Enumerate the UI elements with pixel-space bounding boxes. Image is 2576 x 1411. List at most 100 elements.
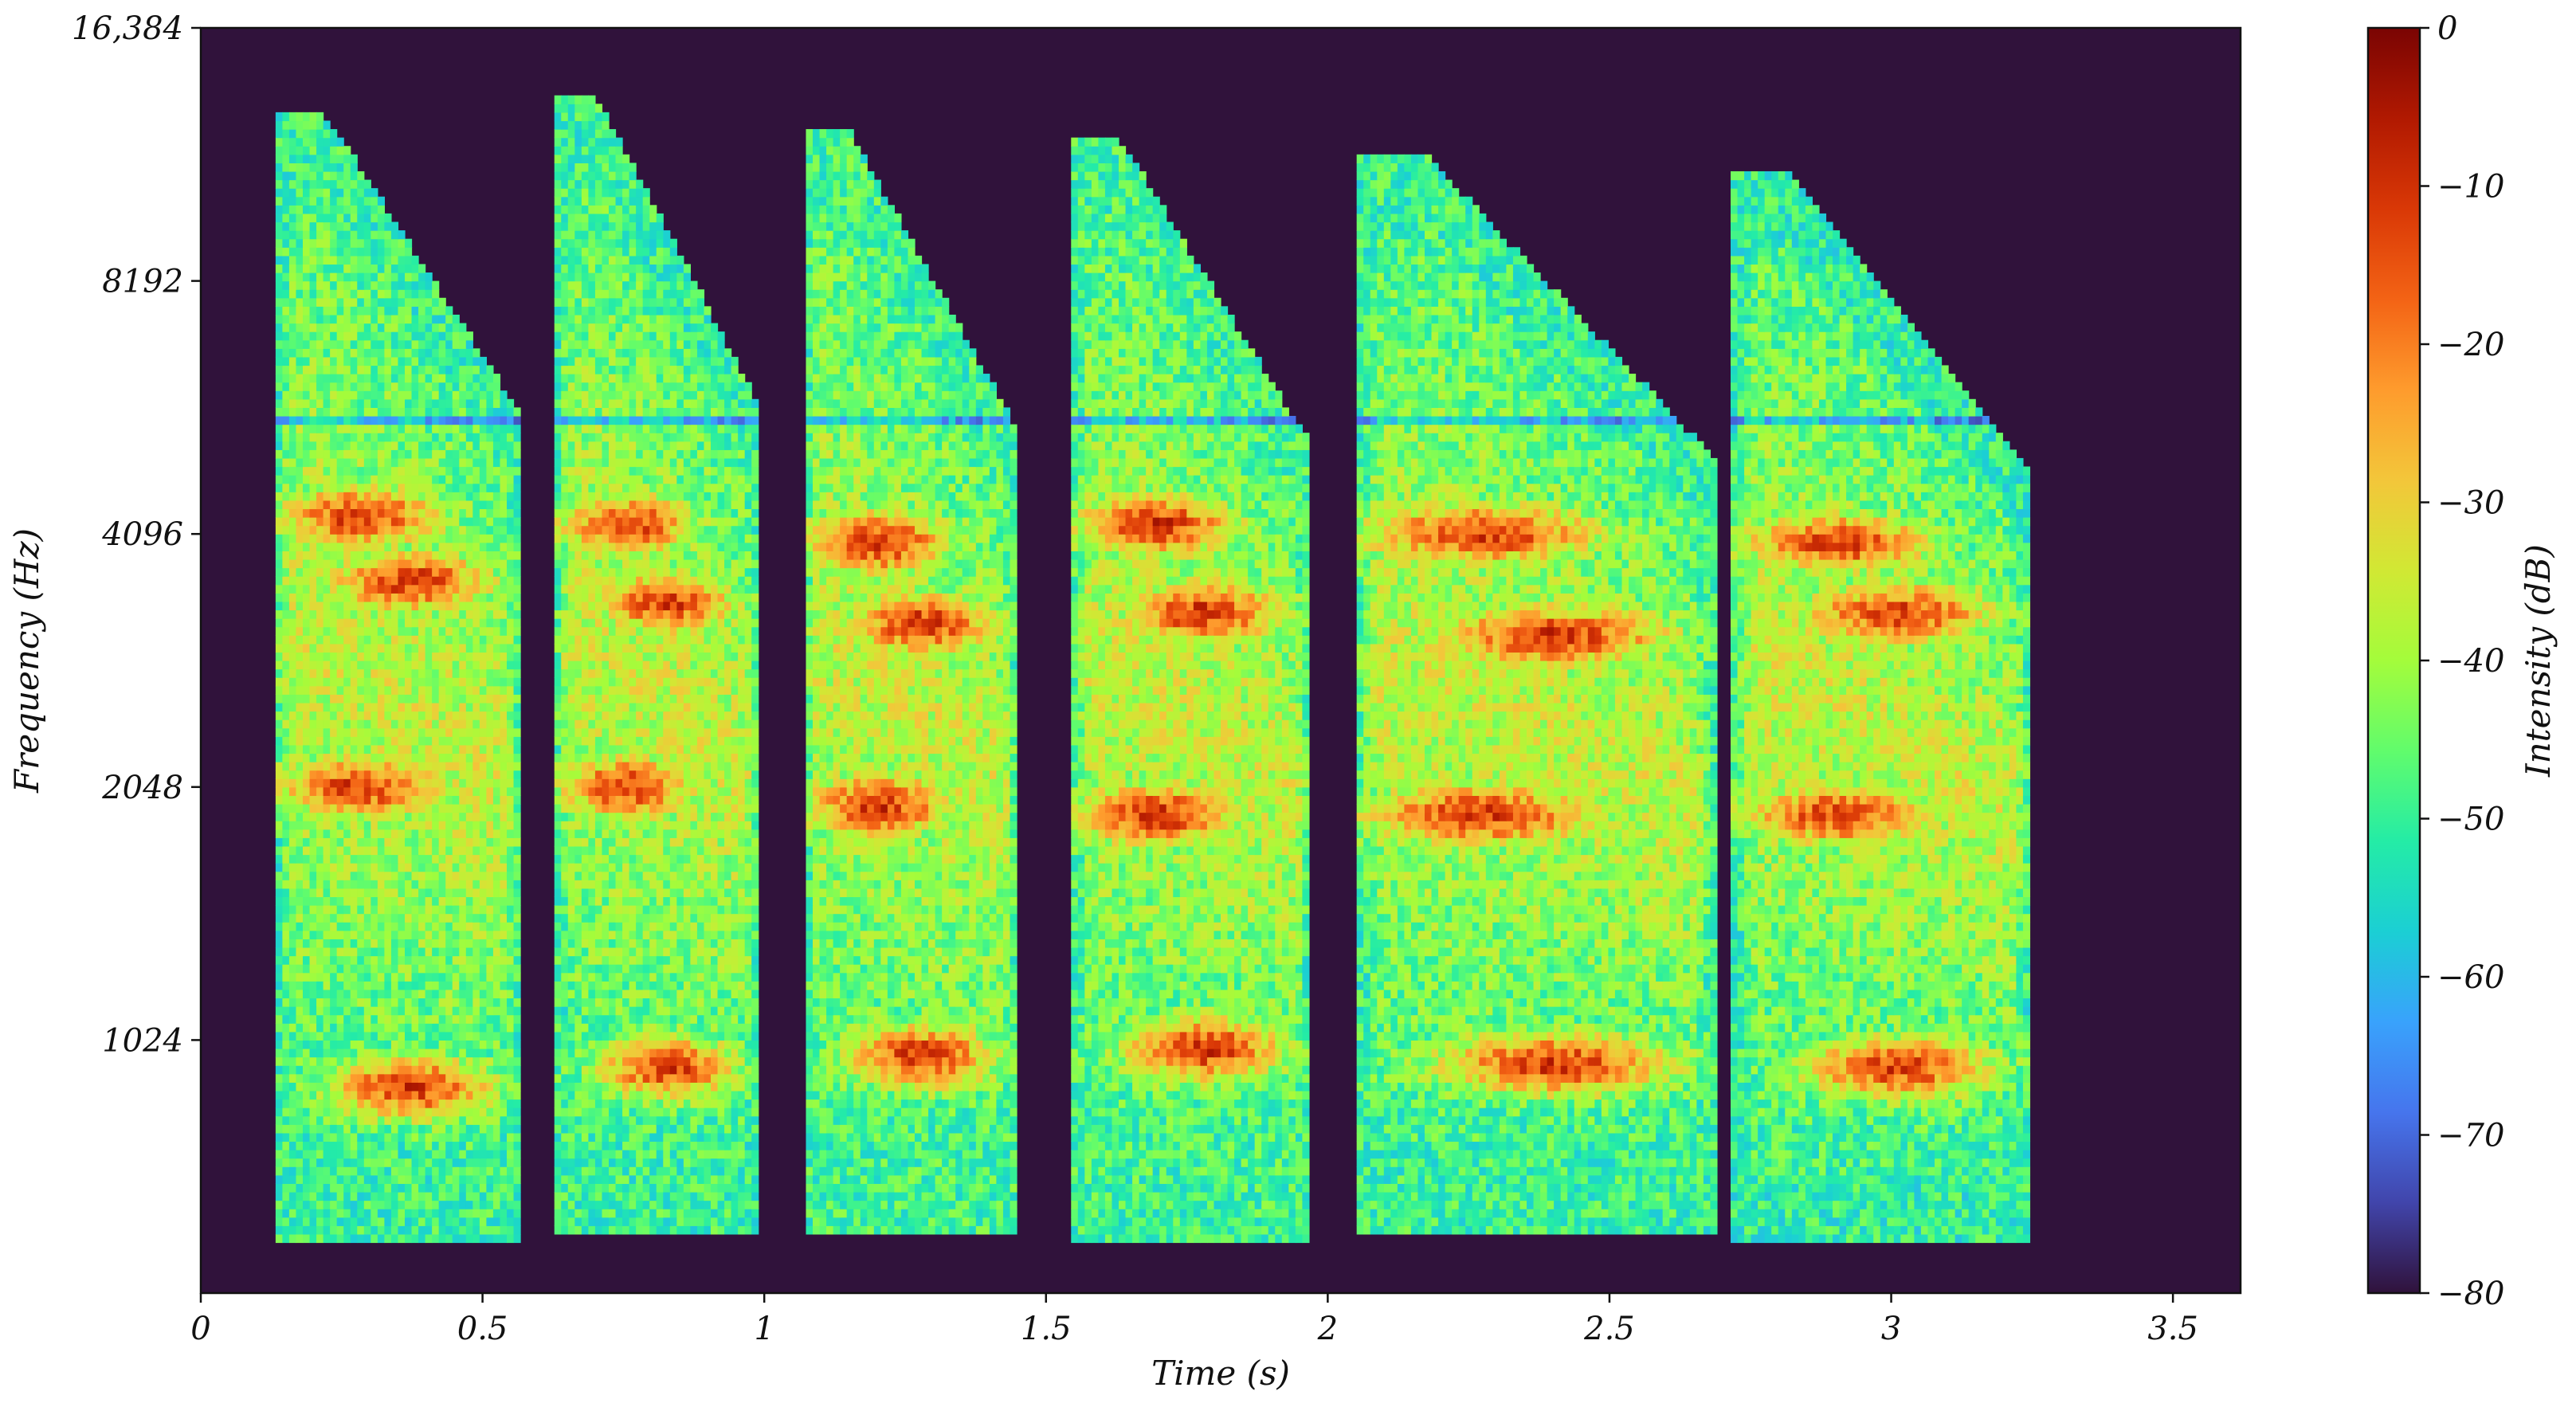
spectrogram-cell [1479, 1183, 1486, 1192]
spectrogram-cell [963, 1183, 970, 1192]
spectrogram-cell [595, 1099, 602, 1108]
spectrogram-cell [357, 1150, 364, 1158]
spectrogram-cell [1738, 1116, 1745, 1125]
spectrogram-cell [643, 1150, 650, 1158]
spectrogram-cell [853, 1133, 861, 1142]
spectrogram-cell [507, 1183, 514, 1192]
spectrogram-cell [1186, 1150, 1194, 1158]
spectrogram-cell [1581, 1175, 1588, 1184]
spectrogram-cell [1710, 1158, 1717, 1167]
spectrogram-cell [1472, 1192, 1480, 1201]
spectrogram-cell [1894, 1124, 1901, 1133]
spectrogram-cell [1200, 1141, 1207, 1150]
spectrogram-cell [439, 1074, 446, 1083]
spectrogram-cell [1880, 1124, 1888, 1133]
spectrogram-cell [276, 1091, 283, 1099]
spectrogram-cell [1132, 1234, 1139, 1243]
spectrogram-cell [1221, 1074, 1228, 1083]
spectrogram-cell [982, 1183, 990, 1192]
spectrogram-cell [364, 1217, 371, 1226]
spectrogram-cell [1228, 1158, 1235, 1167]
spectrogram-cell [935, 1124, 943, 1133]
spectrogram-cell [561, 1065, 568, 1074]
spectrogram-cell [384, 1192, 391, 1201]
spectrogram-cell [1363, 1158, 1370, 1167]
spectrogram-cell [568, 1158, 575, 1167]
spectrogram-cell [1914, 1124, 1921, 1133]
spectrogram-cell [1914, 1141, 1921, 1150]
spectrogram-cell [1180, 1116, 1187, 1125]
spectrogram-cell [1927, 1107, 1935, 1116]
spectrogram-cell [398, 1082, 405, 1091]
spectrogram-cell [990, 1166, 997, 1175]
spectrogram-cell [711, 1209, 718, 1217]
spectrogram-cell [704, 1225, 711, 1234]
spectrogram-cell [853, 1091, 861, 1099]
spectrogram-cell [1806, 1082, 1813, 1091]
spectrogram-cell [303, 1057, 310, 1066]
spectrogram-cell [820, 1141, 827, 1150]
spectrogram-cell [690, 1201, 697, 1209]
spectrogram-cell [616, 1091, 623, 1099]
spectrogram-cell [697, 1209, 704, 1217]
spectrogram-cell [1621, 1183, 1629, 1192]
spectrogram-cell [1302, 1158, 1309, 1167]
spectrogram-cell [1398, 1217, 1405, 1226]
spectrogram-cell [1527, 1158, 1534, 1167]
spectrogram-cell [1581, 1107, 1588, 1116]
spectrogram-cell [500, 1082, 507, 1091]
spectrogram-cell [1186, 1183, 1194, 1192]
spectrogram-cell [1071, 1166, 1078, 1175]
spectrogram-cell [1825, 1192, 1833, 1201]
spectrogram-cell [657, 1141, 664, 1150]
spectrogram-cell [1588, 1074, 1595, 1083]
spectrogram-cell [1282, 1183, 1289, 1192]
spectrogram-cell [867, 1175, 874, 1184]
spectrogram-cell [1840, 1166, 1847, 1175]
spectrogram-cell [1948, 1201, 1955, 1209]
spectrogram-cell [1649, 1192, 1657, 1201]
spectrogram-cell [935, 1082, 943, 1091]
spectrogram-cell [853, 1099, 861, 1108]
spectrogram-cell [1962, 1116, 1969, 1125]
spectrogram-cell [555, 1133, 562, 1142]
spectrogram-cell [1676, 1074, 1684, 1083]
spectrogram-cell [330, 1201, 337, 1209]
spectrogram-cell [676, 1209, 684, 1217]
spectrogram-cell [1506, 1116, 1513, 1125]
spectrogram-cell [1574, 1192, 1582, 1201]
spectrogram-cell [1438, 1166, 1445, 1175]
spectrogram-cell [888, 1124, 895, 1133]
spectrogram-cell [316, 1217, 323, 1226]
spectrogram-cell [486, 1209, 493, 1217]
spectrogram-cell [629, 1065, 637, 1074]
spectrogram-cell [1071, 1201, 1078, 1209]
spectrogram-cell [718, 1175, 725, 1184]
spectrogram-cell [602, 1116, 609, 1125]
spectrogram-cell [514, 1166, 521, 1175]
spectrogram-cell [1146, 1124, 1153, 1133]
spectrogram-cell [1214, 1116, 1221, 1125]
spectrogram-cell [1948, 1074, 1955, 1083]
spectrogram-cell [1669, 1217, 1676, 1226]
spectrogram-cell [2023, 1124, 2030, 1133]
spectrogram-cell [1126, 1209, 1133, 1217]
spectrogram-cell [1432, 1107, 1439, 1116]
spectrogram-cell [724, 1183, 731, 1192]
spectrogram-cell [568, 1116, 575, 1125]
spectrogram-cell [1751, 1183, 1759, 1192]
spectrogram-cell [867, 1141, 874, 1150]
spectrogram-cell [616, 1133, 623, 1142]
spectrogram-cell [1554, 1074, 1561, 1083]
spectrogram-cell [1302, 1183, 1309, 1192]
spectrogram-cell [996, 1225, 1003, 1234]
spectrogram-cell [1228, 1082, 1235, 1091]
spectrogram-cell [1527, 1091, 1534, 1099]
spectrogram-cell [1656, 1166, 1663, 1175]
spectrogram-cell [1962, 1201, 1969, 1209]
spectrogram-cell [1996, 1234, 2003, 1243]
spectrogram-cell [1479, 1209, 1486, 1217]
spectrogram-cell [2002, 1201, 2009, 1209]
spectrogram-cell [976, 1141, 983, 1150]
spectrogram-cell [561, 1158, 568, 1167]
